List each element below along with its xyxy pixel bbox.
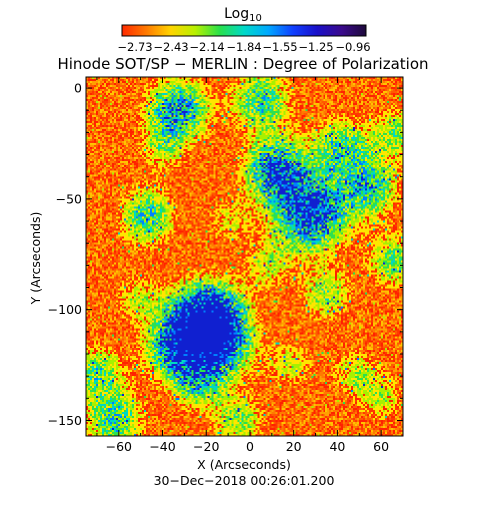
polarization-map-image [86,77,403,436]
colorbar [121,24,367,37]
plot-title: Hinode SOT/SP − MERLIN : Degree of Polar… [57,55,428,73]
colorbar-label-main: Log [224,6,249,22]
x-tick-label: 60 [373,439,389,454]
x-tick-label: 20 [286,439,302,454]
y-tick-label: −150 [48,413,82,428]
x-tick-label: −60 [106,439,132,454]
plot-frame [85,76,404,437]
x-tick-label: −40 [149,439,175,454]
colorbar-tick-label: −2.43 [153,40,188,54]
colorbar-tick-label: −1.25 [298,40,333,54]
colorbar-tick-label: −2.14 [189,40,224,54]
y-tick-label: 0 [74,81,82,96]
y-tick-label: −50 [56,191,82,206]
x-axis-label: X (Arcseconds) [197,457,291,472]
colorbar-tick-label: −1.55 [262,40,297,54]
colorbar-tick-label: −2.73 [117,40,152,54]
timestamp: 30−Dec−2018 00:26:01.200 [154,473,335,488]
polarization-map [85,76,404,437]
colorbar-label: Log10 [224,6,262,24]
x-tick-label: 0 [246,439,254,454]
colorbar-tick-label: −0.96 [335,40,370,54]
y-axis-label: Y (Arcseconds) [28,212,43,306]
colorbar-tick-label: −1.84 [226,40,261,54]
x-tick-label: 40 [329,439,345,454]
y-tick-label: −100 [48,302,82,317]
x-axis-ticks: −60 −40 −20 0 20 40 60 [96,77,404,454]
colorbar-label-subscript: 10 [249,13,262,24]
colorbar-tick-labels: −2.73 −2.43 −2.14 −1.84 −1.55 −1.25 −0.96 [117,40,370,54]
y-axis-ticks: 0 −50 −100 −150 [48,81,403,428]
x-tick-label: −20 [193,439,219,454]
